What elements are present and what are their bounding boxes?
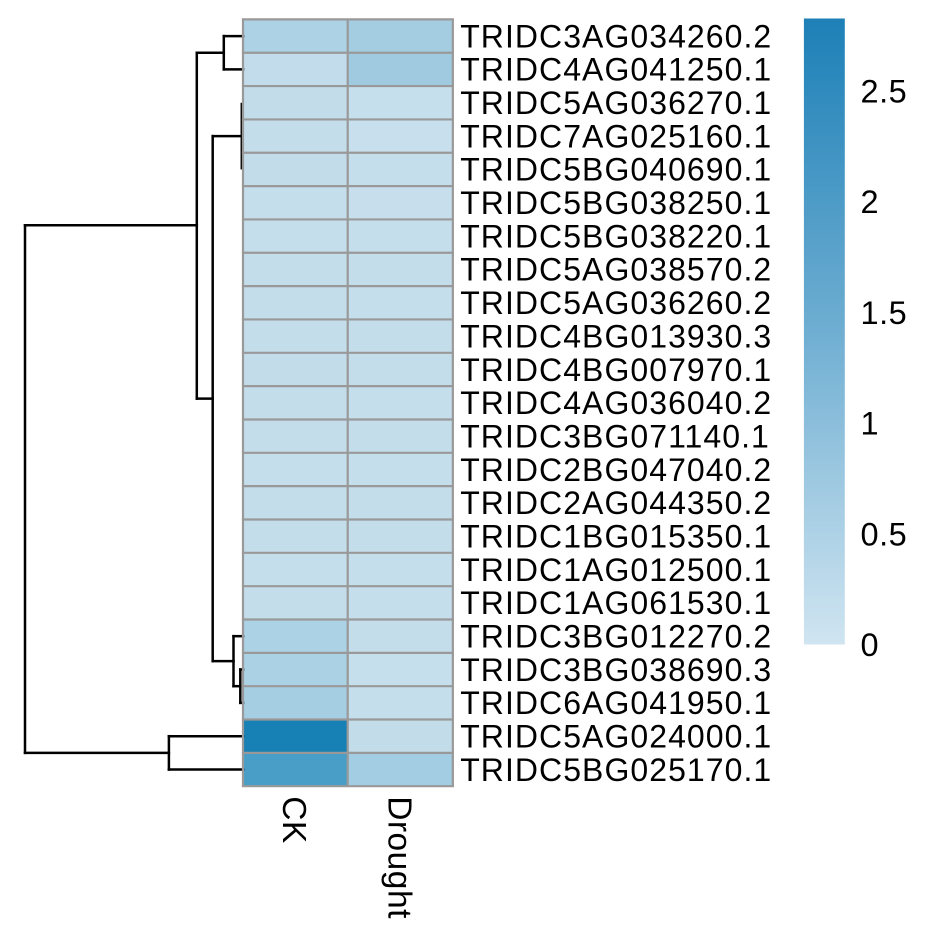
- svg-text:TRIDC5AG038570.2: TRIDC5AG038570.2: [460, 252, 772, 288]
- svg-text:TRIDC4BG013930.3: TRIDC4BG013930.3: [460, 318, 772, 354]
- svg-text:TRIDC3AG034260.2: TRIDC3AG034260.2: [460, 18, 772, 54]
- svg-text:CK: CK: [275, 796, 312, 844]
- svg-text:TRIDC3BG012270.2: TRIDC3BG012270.2: [460, 618, 772, 654]
- svg-text:TRIDC1AG012500.1: TRIDC1AG012500.1: [460, 552, 772, 588]
- svg-text:TRIDC5BG038250.1: TRIDC5BG038250.1: [460, 185, 772, 221]
- svg-text:TRIDC6AG041950.1: TRIDC6AG041950.1: [460, 685, 772, 721]
- svg-text:TRIDC1AG061530.1: TRIDC1AG061530.1: [460, 585, 772, 621]
- svg-text:0.5: 0.5: [861, 516, 908, 552]
- svg-text:TRIDC3BG071140.1: TRIDC3BG071140.1: [460, 418, 770, 454]
- svg-text:TRIDC4BG007970.1: TRIDC4BG007970.1: [460, 352, 772, 388]
- svg-text:TRIDC5BG038220.1: TRIDC5BG038220.1: [460, 218, 772, 254]
- svg-text:TRIDC5AG036270.1: TRIDC5AG036270.1: [460, 85, 772, 121]
- svg-text:TRIDC2AG044350.2: TRIDC2AG044350.2: [460, 485, 772, 521]
- svg-text:0: 0: [861, 627, 880, 663]
- svg-text:TRIDC5BG025170.1: TRIDC5BG025170.1: [460, 752, 772, 788]
- svg-text:TRIDC2BG047040.2: TRIDC2BG047040.2: [460, 452, 772, 488]
- svg-text:2.5: 2.5: [861, 74, 908, 110]
- svg-text:TRIDC1BG015350.1: TRIDC1BG015350.1: [460, 518, 772, 554]
- svg-text:TRIDC7AG025160.1: TRIDC7AG025160.1: [460, 118, 772, 154]
- svg-text:TRIDC3BG038690.3: TRIDC3BG038690.3: [460, 652, 772, 688]
- svg-text:TRIDC4AG041250.1: TRIDC4AG041250.1: [460, 52, 772, 88]
- svg-text:1.5: 1.5: [861, 295, 908, 331]
- svg-text:Drought: Drought: [380, 796, 417, 919]
- svg-text:TRIDC5AG024000.1: TRIDC5AG024000.1: [460, 718, 772, 754]
- svg-text:TRIDC5BG040690.1: TRIDC5BG040690.1: [460, 152, 772, 188]
- svg-text:TRIDC4AG036040.2: TRIDC4AG036040.2: [460, 385, 772, 421]
- svg-text:TRIDC5AG036260.2: TRIDC5AG036260.2: [460, 285, 772, 321]
- svg-text:2: 2: [861, 184, 880, 220]
- svg-text:1: 1: [861, 406, 880, 442]
